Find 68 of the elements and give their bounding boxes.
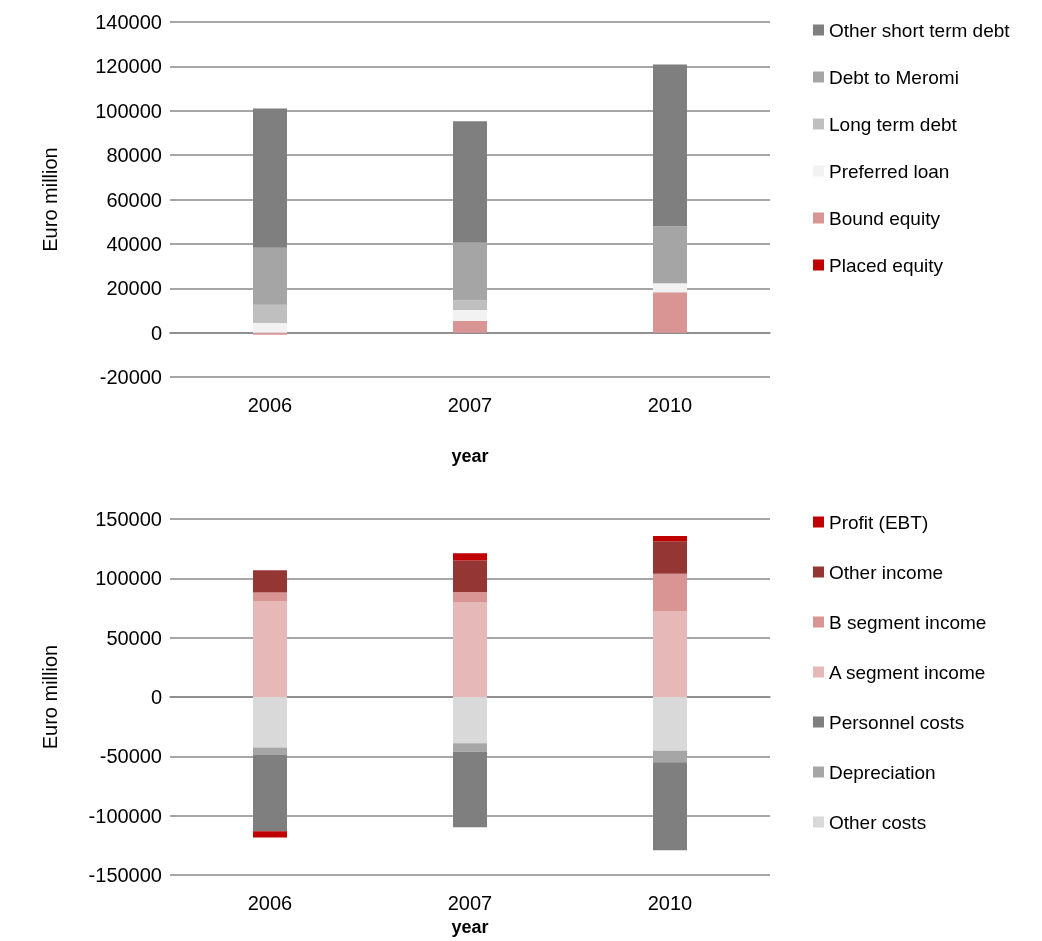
bar xyxy=(453,697,487,744)
bar xyxy=(653,697,687,751)
legend-label: Other costs xyxy=(829,811,927,833)
bar xyxy=(453,560,487,592)
bar xyxy=(453,242,487,301)
x-tick-label: 2007 xyxy=(447,892,493,915)
bar xyxy=(253,332,287,335)
y-tick-label: 0 xyxy=(150,321,162,344)
bar xyxy=(253,697,287,748)
bar xyxy=(253,600,287,698)
x-tick-label: 2006 xyxy=(247,892,293,915)
bar xyxy=(253,247,287,305)
bar xyxy=(653,573,687,611)
x-axis-title: year xyxy=(451,446,489,466)
bar xyxy=(253,304,287,324)
y-tick-label: 100000 xyxy=(95,99,162,122)
bar xyxy=(653,750,687,763)
y-tick-label: 20000 xyxy=(106,277,162,300)
legend-label: Bound equity xyxy=(829,207,941,229)
legend-label: Personnel costs xyxy=(829,711,965,733)
bar xyxy=(253,831,287,838)
bar xyxy=(253,747,287,755)
x-tick-label: 2010 xyxy=(647,394,693,416)
bar xyxy=(453,309,487,322)
x-tick-label: 2006 xyxy=(247,394,293,416)
legend-label: B segment income xyxy=(829,611,987,633)
x-axis-title: year xyxy=(451,917,489,937)
x-tick-label: 2007 xyxy=(447,394,493,416)
bar xyxy=(653,535,687,542)
legend-label: Placed equity xyxy=(829,254,944,276)
y-tick-label: 40000 xyxy=(106,232,162,255)
legend-label: Profit (EBT) xyxy=(829,511,929,533)
bar xyxy=(653,292,687,333)
bar xyxy=(453,601,487,698)
y-tick-label: 120000 xyxy=(95,55,162,78)
bar xyxy=(653,610,687,698)
y-tick-label: 0 xyxy=(150,686,162,709)
y-tick-label: 140000 xyxy=(95,11,162,33)
bar xyxy=(453,553,487,561)
y-tick-label: 60000 xyxy=(106,188,162,211)
y-tick-label: 80000 xyxy=(106,144,162,167)
bar xyxy=(453,321,487,333)
legend-label: Debt to Meromi xyxy=(829,66,959,88)
bar xyxy=(653,226,687,284)
y-tick-label: -100000 xyxy=(88,804,162,827)
legend-label: Depreciation xyxy=(829,761,936,783)
y-axis-title: Euro million xyxy=(39,147,61,252)
bar xyxy=(253,323,287,333)
bar xyxy=(453,743,487,752)
y-tick-label: -50000 xyxy=(99,745,162,768)
legend-label: Other short term debt xyxy=(829,19,1011,41)
bar xyxy=(253,570,287,593)
bar xyxy=(653,283,687,293)
bar xyxy=(653,541,687,574)
bar xyxy=(453,300,487,310)
y-tick-label: -20000 xyxy=(99,366,162,388)
bar xyxy=(253,592,287,601)
y-tick-label: -150000 xyxy=(88,864,162,887)
legend-label: A segment income xyxy=(829,661,986,683)
y-tick-label: 50000 xyxy=(106,626,162,649)
bar xyxy=(453,591,487,602)
legend-label: Other income xyxy=(829,561,944,583)
legend-label: Preferred loan xyxy=(829,160,950,182)
y-tick-label: 150000 xyxy=(95,508,162,530)
y-axis-title: Euro million xyxy=(39,644,61,750)
legend-label: Long term debt xyxy=(829,113,958,135)
x-tick-label: 2010 xyxy=(647,892,693,915)
y-tick-label: 100000 xyxy=(95,567,162,590)
